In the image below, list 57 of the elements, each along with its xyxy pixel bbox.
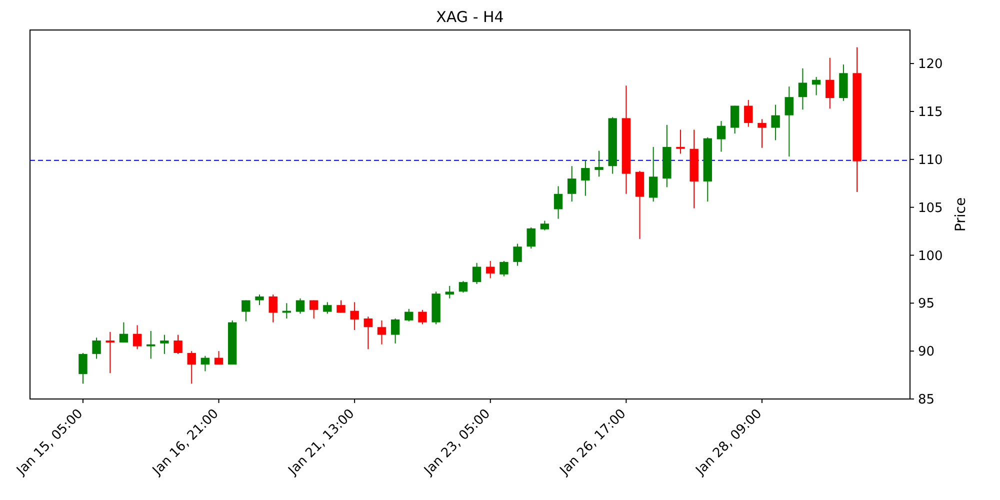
candlestick [798, 68, 808, 110]
candlestick [92, 337, 101, 360]
y-tick-label: 85 [918, 392, 935, 408]
candlestick [568, 166, 576, 202]
candlestick [716, 120, 726, 152]
y-tick-label: 95 [918, 296, 935, 312]
candlestick [418, 309, 427, 325]
candlestick [146, 330, 156, 360]
candlestick [119, 322, 128, 343]
candlestick [648, 146, 658, 202]
candlestick [106, 331, 114, 374]
candlestick [377, 320, 386, 345]
candlestick [744, 99, 753, 128]
y-tick-label: 120 [918, 57, 943, 72]
candlestick [336, 300, 346, 314]
candlestick [472, 262, 482, 284]
candlestick [826, 57, 834, 110]
candlestick [404, 308, 414, 322]
candlestick [364, 316, 372, 350]
candlestick [323, 302, 332, 314]
y-tick-label: 90 [918, 344, 935, 360]
candlestick [445, 285, 454, 299]
candlestick [78, 352, 88, 384]
y-tick-label: 100 [918, 248, 943, 264]
candlestick [390, 318, 400, 344]
candlestick [500, 260, 508, 277]
candlestick [187, 350, 196, 384]
candlestick [812, 76, 821, 96]
chart-title: XAG - H4 [436, 8, 504, 26]
candlestick [309, 300, 318, 319]
candlestick [758, 118, 766, 148]
candlestick [581, 160, 590, 196]
candlestick [350, 302, 359, 330]
candlestick [242, 300, 250, 322]
candlestick [174, 334, 182, 354]
y-axis-title: Price [953, 197, 969, 232]
candlestick [594, 150, 604, 178]
candlestick [458, 280, 468, 294]
candlestick [554, 186, 563, 220]
candlestick [200, 355, 210, 372]
candlestick [255, 294, 264, 306]
candlestick [771, 104, 780, 141]
candlestick [676, 129, 685, 154]
y-tick-label: 115 [918, 105, 943, 120]
candlestick [513, 243, 522, 266]
candlestick [540, 220, 550, 231]
y-tick-label: 110 [918, 152, 943, 168]
candlestick [486, 260, 495, 279]
candlestick [296, 298, 305, 314]
y-tick-label: 105 [918, 200, 943, 216]
candlestick [214, 350, 224, 365]
candlestick [730, 105, 740, 134]
candlestick [784, 86, 794, 158]
candlestick [268, 294, 278, 323]
candlestick [132, 324, 142, 350]
candlestick [526, 226, 536, 250]
candlestick [160, 334, 169, 354]
